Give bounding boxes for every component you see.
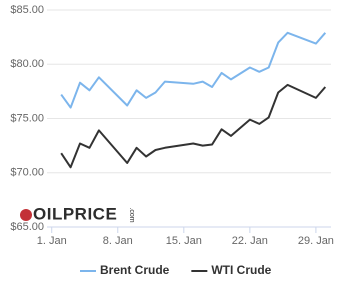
legend-label: Brent Crude <box>100 263 170 277</box>
legend-label: WTI Crude <box>211 263 271 277</box>
logo-drop <box>20 209 32 221</box>
y-tick-label: $80.00 <box>10 58 44 70</box>
x-tick-label: 1. Jan <box>37 235 67 247</box>
x-tick-label: 8. Jan <box>103 235 133 247</box>
x-tick-label: 22. Jan <box>232 235 268 247</box>
y-tick-label: $75.00 <box>10 112 44 124</box>
grid <box>47 9 331 233</box>
y-tick-label: $70.00 <box>10 167 44 179</box>
y-tick-label: $65.00 <box>10 221 44 233</box>
watermark-suffix: .com <box>128 207 135 222</box>
watermark: OILPRICE .com <box>20 204 135 223</box>
series-line <box>60 31 327 109</box>
watermark-brand: OILPRICE <box>33 204 117 223</box>
legend: Brent Crude WTI Crude <box>80 263 272 277</box>
series-line <box>60 83 327 169</box>
y-tick-label: $85.00 <box>10 4 44 16</box>
x-tick-label: 15. Jan <box>166 235 202 247</box>
x-tick-label: 29. Jan <box>298 235 334 247</box>
